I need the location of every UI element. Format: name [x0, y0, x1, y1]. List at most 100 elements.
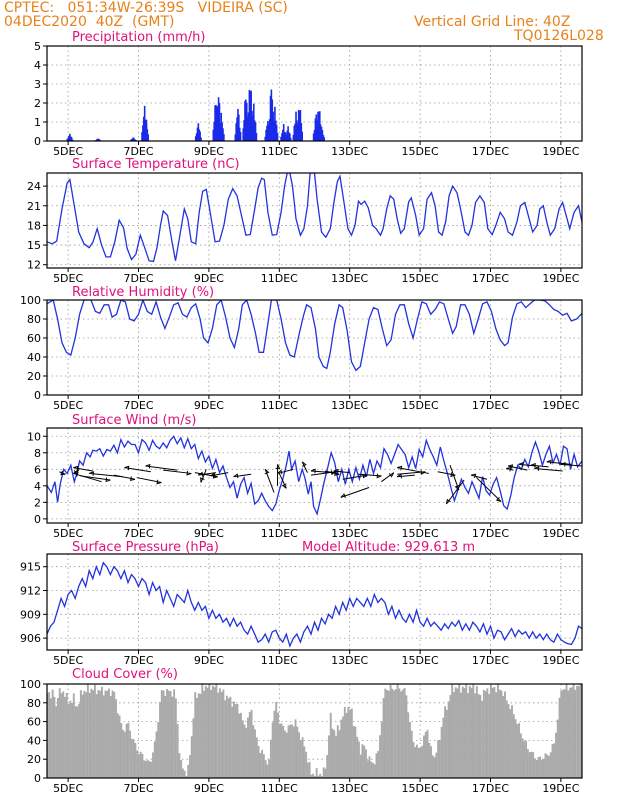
cloud-bar — [328, 735, 330, 778]
precip-bar — [237, 108, 239, 141]
cloud-bar — [558, 697, 561, 778]
cloud-bar — [572, 684, 575, 778]
cloud-bar — [218, 688, 221, 778]
precip-bar — [97, 138, 99, 141]
cloud-bar — [391, 688, 394, 778]
cloud-bar — [384, 688, 387, 778]
wind-arrowhead — [560, 461, 566, 467]
cloud-bar — [276, 712, 279, 778]
y-tick-label: 0 — [34, 389, 41, 402]
cloud-bar — [122, 729, 125, 778]
cloud-bar — [372, 762, 374, 778]
cloud-bar — [199, 693, 202, 778]
model-code: TQ0126L028 — [514, 28, 604, 44]
precip-bar — [318, 111, 321, 141]
x-tick-label: 19DEC — [542, 654, 579, 667]
panel-title: Surface Temperature (nC) — [72, 157, 240, 172]
cloud-bar — [535, 759, 538, 778]
cloud-bar — [393, 690, 396, 778]
x-tick-label: 13DEC — [331, 782, 368, 795]
panel-frame — [46, 45, 583, 142]
cloud-bar — [93, 684, 96, 778]
cloud-bar — [145, 760, 147, 778]
x-tick-label: 17DEC — [472, 654, 509, 667]
cloud-bar — [498, 689, 501, 778]
precip-bar — [245, 99, 247, 141]
wind-arrowhead — [310, 468, 316, 474]
cloud-bar — [55, 706, 58, 778]
precip-bar — [238, 114, 240, 141]
precip-bar — [69, 133, 71, 141]
wind-arrowhead — [506, 466, 512, 472]
precip-bar — [316, 123, 318, 141]
wind-arrowhead — [186, 470, 192, 476]
cloud-bar — [224, 700, 227, 778]
wind-vector — [560, 463, 583, 467]
y-tick-label: 100 — [20, 294, 41, 307]
wind-arrowhead — [340, 493, 346, 499]
precip-bar — [249, 91, 252, 141]
cloud-bar — [460, 692, 462, 778]
x-tick-label: 19DEC — [542, 527, 579, 540]
precip-bar — [269, 95, 272, 141]
cloud-bar — [398, 688, 401, 778]
y-tick-label: 12 — [27, 259, 41, 272]
cloud-bar — [132, 739, 135, 778]
cloud-bar — [577, 686, 580, 778]
cloud-bar — [308, 762, 311, 778]
wind-vector — [278, 473, 287, 489]
series-line — [47, 300, 582, 372]
y-tick-label: 3 — [34, 78, 41, 91]
cloud-bar — [111, 690, 114, 778]
precip-bar — [266, 125, 268, 141]
cloud-bar — [375, 753, 378, 778]
cloud-bar — [104, 690, 107, 778]
cloud-bar — [150, 761, 153, 778]
precip-bar — [134, 139, 136, 141]
cloud-bar — [160, 690, 163, 778]
cloud-bar — [435, 752, 438, 778]
cloud-bar — [303, 746, 306, 778]
cloud-bar — [289, 724, 292, 778]
cloud-bar — [78, 703, 81, 778]
y-tick-label: 6 — [34, 463, 41, 476]
precip-bar — [96, 138, 98, 141]
wind-arrowhead — [362, 473, 368, 479]
cloud-bar — [519, 733, 522, 778]
cloud-bar — [442, 717, 445, 778]
cloud-bar — [312, 773, 315, 778]
precip-bar — [320, 126, 323, 141]
cloud-bar — [299, 740, 302, 778]
x-tick-label: 5DEC — [53, 527, 83, 540]
x-tick-label: 7DEC — [123, 145, 153, 158]
cloud-bar — [227, 698, 230, 778]
cloud-bar — [368, 756, 371, 778]
precip-bar — [199, 131, 201, 141]
wind-vector — [73, 467, 93, 472]
cloud-bar — [192, 718, 195, 778]
cloud-bar — [560, 690, 563, 778]
cloud-bar — [180, 760, 183, 778]
precip-bar — [270, 89, 273, 141]
precip-bar — [252, 103, 255, 141]
wind-arrowhead — [73, 465, 79, 471]
cloud-bar — [320, 776, 323, 778]
precip-bar — [273, 121, 275, 141]
y-tick-label: 0 — [34, 772, 41, 785]
y-tick-label: 8 — [34, 447, 41, 460]
cloud-bar — [185, 776, 188, 778]
panel-frame — [46, 427, 583, 524]
cloud-bar — [407, 712, 410, 778]
precip-bar — [314, 118, 317, 141]
cloud-bar — [136, 750, 139, 778]
cloud-bar — [387, 690, 390, 778]
cloud-bar — [181, 768, 184, 778]
cloud-bar — [159, 701, 161, 778]
x-tick-label: 19DEC — [542, 272, 579, 285]
cloud-bar — [394, 689, 397, 778]
cloud-bar — [359, 754, 362, 778]
precip-bar — [219, 125, 222, 141]
cloud-bar — [313, 776, 316, 778]
cloud-bar — [465, 684, 468, 778]
cloud-bar — [187, 764, 190, 778]
